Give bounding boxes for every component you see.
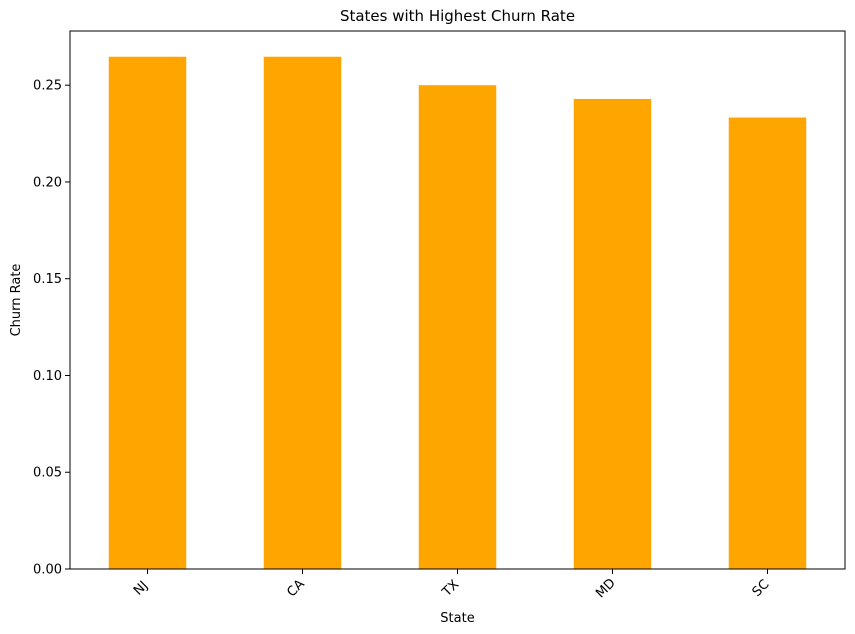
y-tick-label: 0.25 xyxy=(33,79,62,94)
y-tick-label: 0.20 xyxy=(33,175,62,190)
bar-md xyxy=(573,98,652,569)
bar-nj xyxy=(108,56,187,570)
y-tick-label: 0.15 xyxy=(33,272,62,287)
y-tick-label: 0.10 xyxy=(33,369,62,384)
bar-sc xyxy=(728,117,807,570)
y-tick-label: 0.00 xyxy=(33,563,62,578)
bars-group xyxy=(108,56,807,570)
plot-frame xyxy=(69,30,846,570)
x-axis-title: State xyxy=(440,611,474,626)
bar-tx xyxy=(418,85,497,570)
y-axis-title: Churn Rate xyxy=(9,264,24,337)
bar-ca xyxy=(263,56,342,570)
y-tick-label: 0.05 xyxy=(33,466,62,481)
y-axis: 0.00 0.05 0.10 0.15 0.20 0.25 xyxy=(33,79,70,578)
chart-title: States with Highest Churn Rate xyxy=(340,7,575,25)
